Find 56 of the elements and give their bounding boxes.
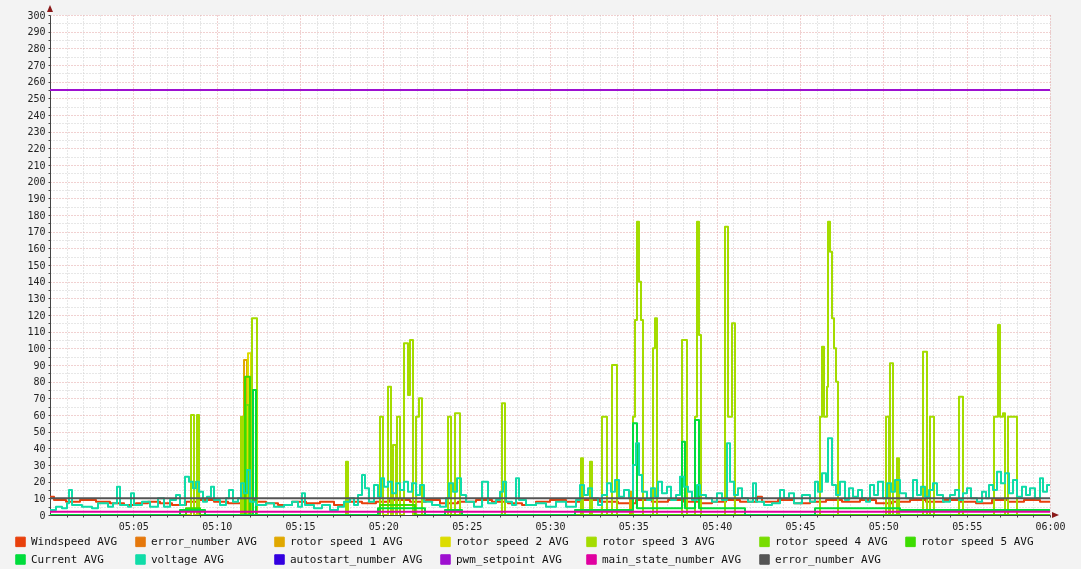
legend-label: Current AVG (31, 552, 104, 566)
y-tick-label: 30 (33, 459, 46, 471)
y-tick-label: 10 (33, 492, 46, 504)
legend-label: rotor speed 2 AVG (456, 534, 569, 548)
y-tick-label: 130 (27, 292, 46, 304)
x-tick-label: 05:25 (452, 520, 483, 532)
x-tick-label: 05:10 (202, 520, 233, 532)
y-tick-label: 90 (33, 359, 46, 371)
legend-label: autostart_number AVG (290, 552, 423, 566)
y-tick-label: 60 (33, 409, 46, 421)
y-tick-label: 260 (27, 76, 46, 88)
legend-label: rotor speed 1 AVG (290, 534, 403, 548)
y-tick-label: 0 (39, 509, 46, 521)
legend-label: voltage AVG (151, 552, 224, 566)
y-tick-label: 170 (27, 226, 46, 238)
y-tick-label: 40 (33, 442, 46, 454)
x-tick-label: 05:30 (535, 520, 566, 532)
legend-label: rotor speed 5 AVG (921, 534, 1034, 548)
x-tick-label: 05:55 (952, 520, 983, 532)
y-tick-label: 70 (33, 392, 46, 404)
y-tick-label: 300 (27, 9, 46, 21)
legend-label: rotor speed 3 AVG (602, 534, 715, 548)
legend-label: main_state_number AVG (602, 552, 742, 566)
y-tick-label: 220 (27, 142, 46, 154)
x-tick-label: 05:05 (118, 520, 149, 532)
y-tick-label: 120 (27, 309, 46, 321)
x-tick-label: 05:45 (785, 520, 816, 532)
y-tick-label: 290 (27, 26, 46, 38)
y-tick-label: 230 (27, 126, 46, 138)
y-tick-label: 250 (27, 92, 46, 104)
legend-label: rotor speed 4 AVG (775, 534, 888, 548)
legend-label: error_number AVG (151, 534, 257, 548)
x-tick-label: 05:50 (868, 520, 899, 532)
x-tick-label: 05:20 (368, 520, 399, 532)
y-tick-label: 200 (27, 176, 46, 188)
y-tick-label: 100 (27, 342, 46, 354)
y-tick-label: 190 (27, 192, 46, 204)
y-tick-label: 110 (27, 326, 46, 338)
y-tick-label: 140 (27, 276, 46, 288)
y-tick-label: 20 (33, 476, 46, 488)
y-tick-label: 80 (33, 376, 46, 388)
legend-label: Windspeed AVG (31, 534, 118, 548)
y-tick-label: 160 (27, 242, 46, 254)
y-tick-label: 280 (27, 42, 46, 54)
y-tick-label: 50 (33, 426, 46, 438)
x-tick-label: 06:00 (1035, 520, 1066, 532)
legend-label: pwm_setpoint AVG (456, 552, 562, 566)
x-tick-label: 05:15 (285, 520, 316, 532)
y-tick-label: 210 (27, 159, 46, 171)
y-tick-label: 150 (27, 259, 46, 271)
x-tick-label: 05:40 (702, 520, 733, 532)
y-tick-label: 180 (27, 209, 46, 221)
y-tick-label: 240 (27, 109, 46, 121)
legend-label: error_number AVG (775, 552, 881, 566)
y-tick-label: 270 (27, 59, 46, 71)
x-tick-label: 05:35 (618, 520, 649, 532)
